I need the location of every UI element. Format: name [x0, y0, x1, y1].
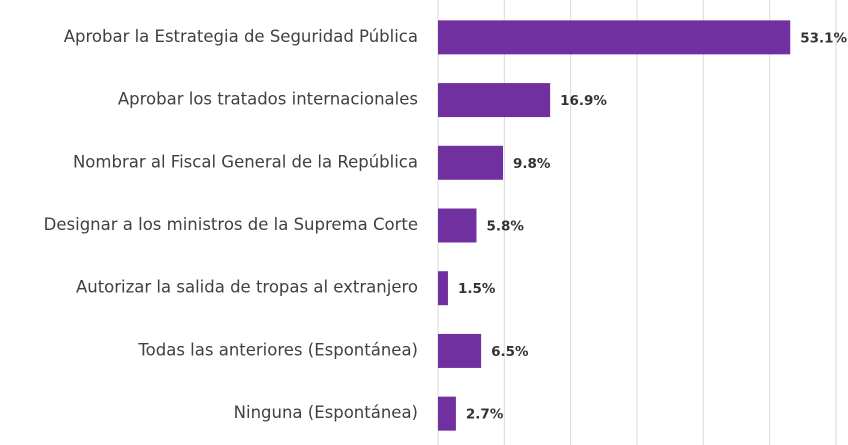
bar: [438, 271, 448, 306]
y-tick-label: Ninguna (Espontánea): [234, 403, 418, 422]
y-tick-label: Designar a los ministros de la Suprema C…: [44, 215, 418, 234]
bar: [438, 20, 791, 55]
bar: [438, 333, 482, 368]
y-tick-label: Aprobar la Estrategia de Seguridad Públi…: [64, 27, 418, 46]
data-label: 6.5%: [491, 344, 529, 360]
data-label: 9.8%: [513, 156, 551, 172]
data-label: 1.5%: [458, 281, 496, 297]
y-tick-label: Autorizar la salida de tropas al extranj…: [76, 278, 418, 297]
data-label: 2.7%: [466, 407, 504, 423]
y-tick-label: Todas las anteriores (Espontánea): [137, 340, 418, 359]
data-label: 53.1%: [800, 30, 847, 46]
y-tick-label: Nombrar al Fiscal General de la Repúblic…: [73, 152, 418, 171]
bar: [438, 208, 477, 243]
y-tick-label: Aprobar los tratados internacionales: [118, 90, 418, 109]
data-label: 16.9%: [560, 93, 607, 109]
bar: [438, 145, 504, 180]
data-label: 5.8%: [486, 219, 524, 235]
bar: [438, 83, 551, 118]
bar: [438, 396, 456, 431]
